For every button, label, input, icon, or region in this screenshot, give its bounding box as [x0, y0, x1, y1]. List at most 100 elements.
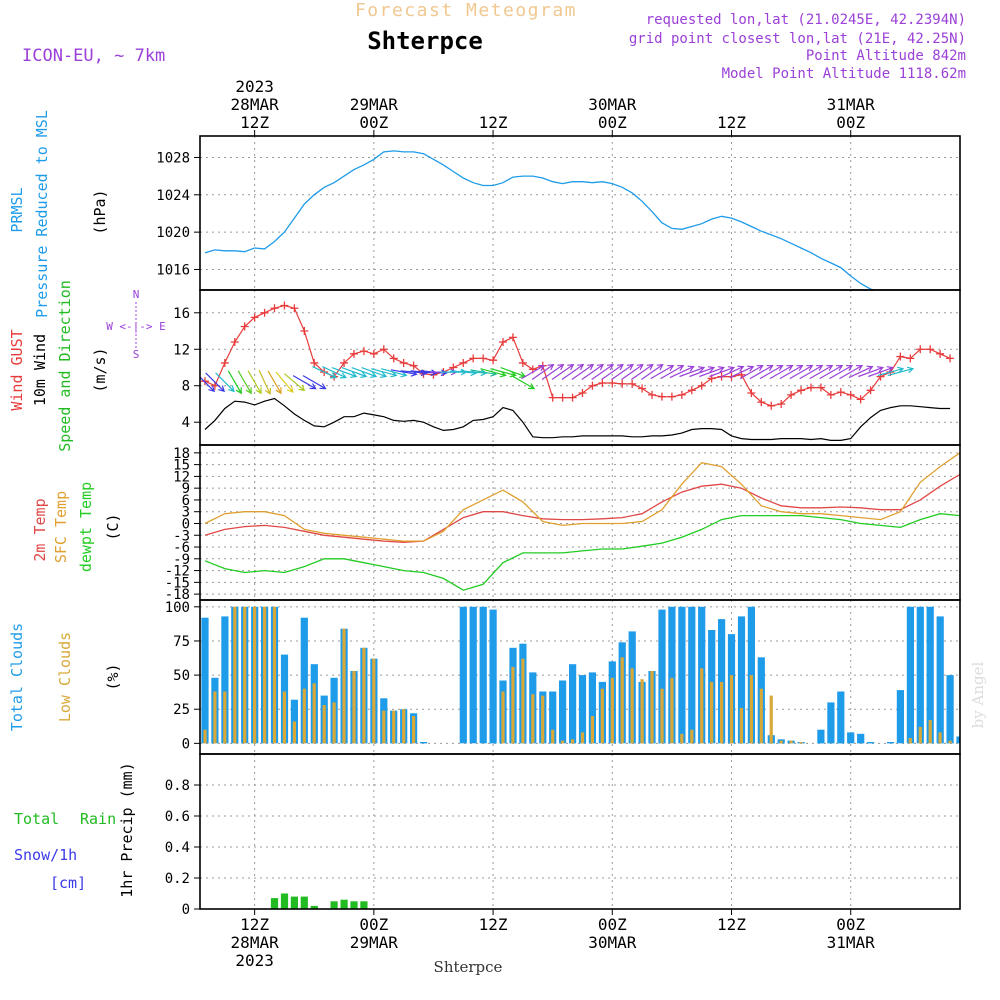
wind-arrow [581, 363, 605, 380]
wind-arrow [877, 366, 905, 376]
low-cloud-bar [521, 658, 525, 744]
wind-arrow [699, 366, 725, 378]
total-cloud-bar [569, 664, 577, 744]
pressure-line [204, 150, 877, 290]
time-label-bottom: 00Z [836, 915, 865, 934]
forecast-title: Forecast Meteogram [355, 0, 577, 21]
wind-arrow [331, 367, 358, 378]
gust-marker [459, 358, 468, 367]
low-cloud-bar [531, 694, 535, 744]
precip-panel-frame [199, 753, 961, 910]
total-cloud-bar [886, 742, 895, 744]
wind-arrow [829, 364, 854, 380]
y-tick-label: 75 [173, 634, 190, 650]
wind-arrow [848, 365, 874, 379]
gust-marker [359, 347, 368, 356]
wind-label: 10m Wind [31, 334, 49, 406]
y-tick-label: 0 [182, 736, 190, 752]
clouds-series [201, 606, 960, 744]
wind-arrow [292, 375, 317, 390]
time-label-bottom: 30MAR [588, 933, 637, 952]
gust-marker [508, 333, 517, 342]
gust-marker [866, 386, 875, 395]
gust-marker [856, 395, 865, 404]
gust-marker [558, 393, 567, 402]
gust-marker [657, 392, 666, 401]
y-tick-label: 0.4 [165, 840, 190, 856]
gust-marker [638, 384, 647, 393]
wind-arrow [531, 363, 555, 380]
y-tick-label: 12 [173, 342, 190, 358]
wind-arrow [361, 367, 388, 378]
total-cloud-bar [847, 732, 855, 744]
gust-marker [518, 358, 527, 367]
gust-marker [677, 390, 686, 399]
total-cloud-bar [459, 606, 467, 744]
y-tick-label: 0 [182, 902, 190, 918]
location-title: Shterpce [367, 27, 483, 55]
total-cloud-bar [221, 616, 229, 744]
y-tick-label: 0.8 [165, 778, 190, 794]
gust-marker [687, 386, 696, 395]
gust-marker [777, 399, 786, 408]
wind-arrow [302, 375, 327, 390]
temp-unit: (C) [104, 513, 122, 540]
total-rain-label-total: Total [14, 810, 59, 828]
wind-arrow [247, 370, 262, 395]
gust-marker [409, 361, 418, 370]
gust-marker [618, 379, 627, 388]
precip-series [270, 893, 368, 909]
gust-marker [260, 308, 269, 317]
gust-marker [836, 388, 845, 397]
gust-marker [270, 304, 279, 313]
wind-arrow [200, 376, 216, 393]
snow-unit: [cm] [50, 874, 86, 892]
wind-arrow [709, 366, 735, 378]
low-cloud-bar [660, 688, 664, 744]
y-tick-label: 1028 [156, 150, 190, 166]
info-line: grid point closest lon,lat (21E, 42.25N) [629, 31, 966, 47]
y-tick-label: 16 [173, 306, 190, 322]
pressure-label: Pressure Reduced to MSL [33, 110, 51, 318]
gust-marker [816, 383, 825, 392]
time-label-bottom: 29MAR [350, 933, 399, 952]
wind-arrow [729, 365, 755, 379]
y-tick-label: 50 [173, 668, 190, 684]
total-cloud-bar [300, 617, 308, 744]
low-cloud-bar [928, 720, 932, 744]
gust-marker [628, 379, 637, 388]
low-cloud-bar [551, 729, 555, 744]
wind-arrow [868, 366, 894, 378]
gust-marker [548, 393, 557, 402]
time-label-top: 2023 [235, 77, 274, 96]
total-cloud-bar [747, 606, 755, 744]
y-tick-label: 0.2 [165, 871, 190, 887]
total-cloud-bar [688, 606, 696, 744]
low-cloud-bar [769, 695, 773, 744]
total-cloud-bar [817, 729, 825, 744]
y-tick-label: -18 [165, 587, 190, 603]
sfc-temp-label: SFC Temp [52, 491, 70, 563]
y-tick-label: 1016 [156, 262, 190, 278]
wind-arrow [480, 368, 507, 378]
wind-arrow [511, 375, 536, 390]
low-cloud-bar [570, 739, 575, 744]
wind-arrow [591, 363, 615, 380]
y-tick-label: -15 [165, 575, 190, 591]
plot-area: 1016102010241028481216-18-15-12-9-6-3036… [156, 77, 961, 970]
low-cloud-bar [630, 668, 634, 744]
wind-arrow [611, 363, 634, 380]
wind-grid: 4 8 12 16 [173, 290, 960, 445]
wind-arrow [601, 363, 624, 380]
model-name: ICON-EU, ~ 7km [22, 46, 165, 66]
gust-marker [469, 354, 478, 363]
temp-2m-line [204, 473, 960, 543]
gust-marker [230, 337, 239, 346]
gust-marker [379, 345, 388, 354]
gust-marker [598, 379, 607, 387]
low-cloud-bar [620, 657, 624, 744]
gust-marker [568, 393, 577, 402]
wind-arrow [799, 364, 824, 380]
gust-marker [936, 349, 945, 358]
